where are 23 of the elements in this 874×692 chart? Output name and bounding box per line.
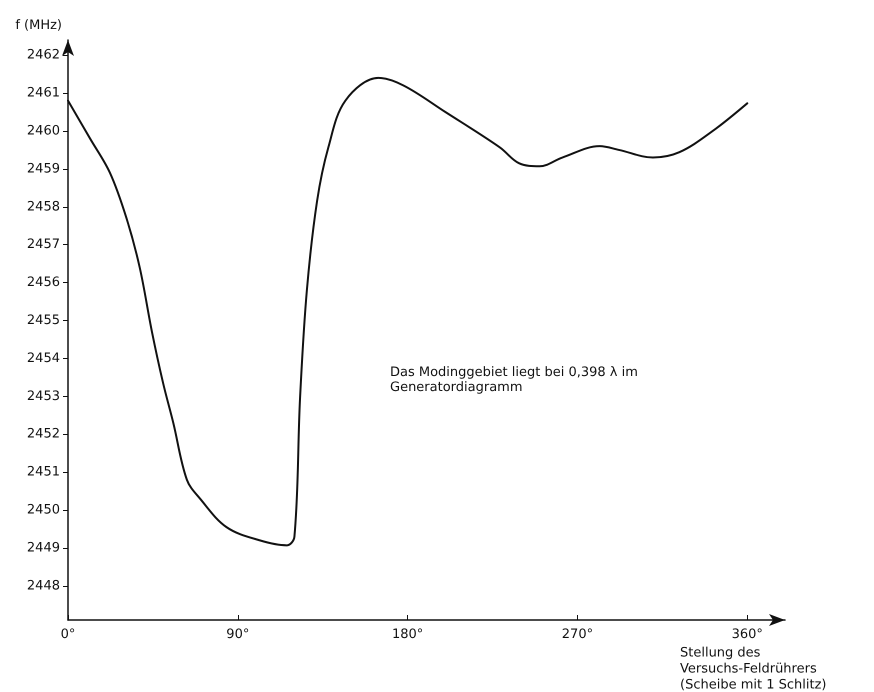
y-tick-label: 2449 [26,540,60,556]
x-tick-label: 0° [60,627,76,642]
x-axis-title: Stellung des Versuchs-Feldrührers (Scheibe mit 1 Schlitz) [680,646,826,692]
y-tick-label: 2452 [26,426,60,442]
x-tick-label: 270° [562,627,594,642]
y-tick-label: 2448 [26,578,60,594]
y-tick-label: 2460 [26,123,60,138]
y-axis-title: f (MHz) [15,18,62,33]
x-tick-label: 180° [392,627,424,642]
y-tick-label: 2457 [26,237,60,252]
y-tick-label: 2461 [26,86,60,101]
x-tick-label: 90° [226,627,250,642]
y-tick-label: 2451 [26,464,60,480]
annotation: Das Modinggebiet liegt bei 0,398 λ im Generatordiagramm [390,365,642,395]
x-tick-label: 360° [732,627,763,642]
y-tick-label: 2453 [26,388,60,404]
y-tick-label: 2454 [26,350,60,366]
y-tick-label: 2459 [26,161,60,176]
y-tick-label: 2450 [26,502,60,518]
y-tick-label: 2456 [26,275,60,290]
y-tick-label: 2462 [26,48,60,63]
y-tick-label: 2458 [26,199,60,214]
y-tick-label: 2455 [26,313,60,328]
